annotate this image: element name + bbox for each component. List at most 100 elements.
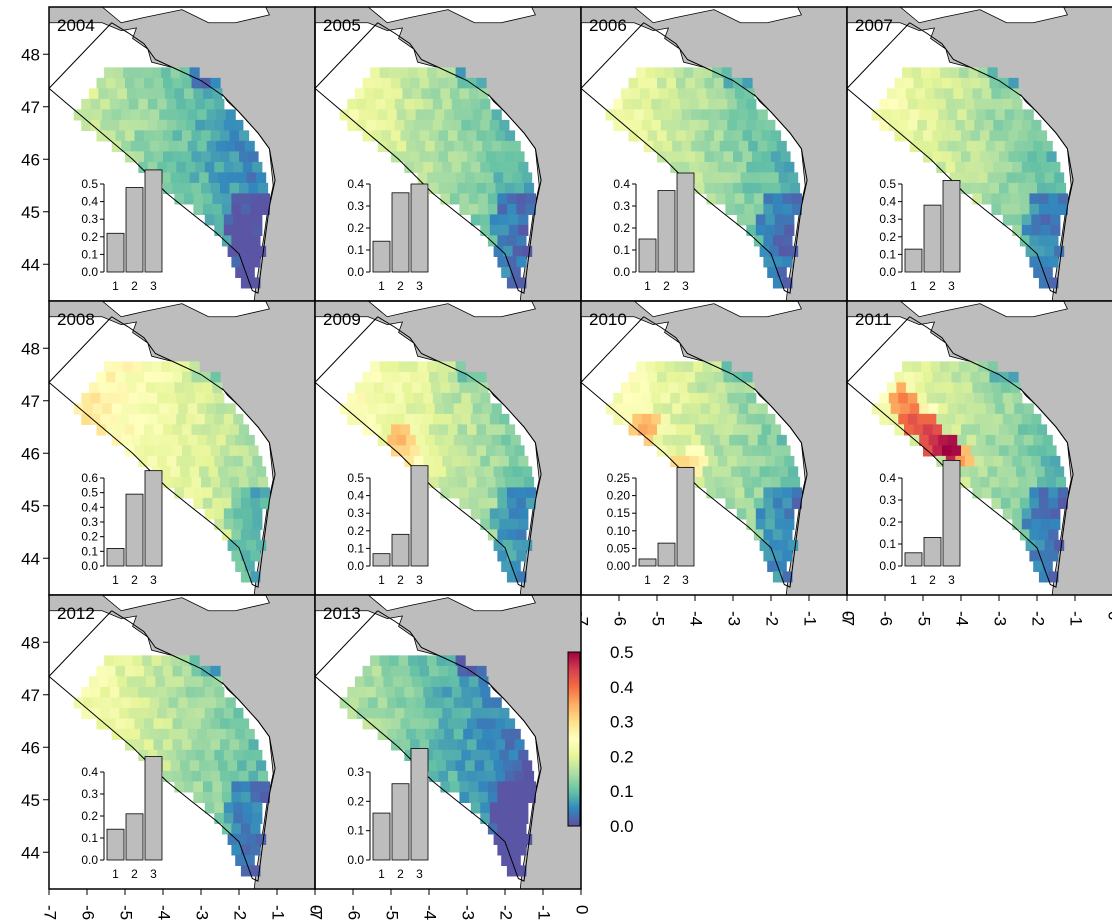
heatmap-cell	[788, 245, 799, 257]
heatmap-cell	[185, 686, 196, 698]
heatmap-cell	[525, 791, 536, 803]
heatmap-cell	[782, 235, 793, 247]
heatmap-cell	[767, 266, 778, 278]
heatmap-cell	[178, 697, 189, 709]
x-tick-label: -7	[839, 611, 858, 626]
panel-frame	[314, 594, 582, 890]
survey-stratum-outline	[315, 22, 542, 294]
heatmap-cell	[905, 382, 916, 394]
heatmap-cell	[938, 109, 949, 121]
heatmap-cell	[676, 77, 687, 89]
inset-bar	[106, 548, 125, 567]
heatmap-cell	[949, 67, 960, 79]
heatmap-cell	[121, 109, 132, 121]
heatmap-cell	[201, 476, 212, 488]
heatmap-cell	[1018, 445, 1029, 457]
heatmap-cell	[1031, 518, 1042, 530]
heatmap-cell	[362, 665, 373, 677]
panel-year-label: 2007	[855, 16, 893, 35]
heatmap-cell	[453, 109, 464, 121]
heatmap-cell	[693, 172, 704, 184]
heatmap-cell	[144, 151, 155, 163]
heatmap-cell	[398, 361, 409, 373]
heatmap-cell	[653, 403, 664, 415]
heatmap-cell	[997, 172, 1008, 184]
heatmap-cell	[463, 109, 474, 121]
heatmap-cell	[140, 728, 151, 740]
heatmap-cell	[738, 403, 749, 415]
heatmap-cell	[170, 361, 181, 373]
heatmap-cell	[185, 749, 196, 761]
heatmap-cell	[1029, 550, 1040, 562]
heatmap-cell	[191, 445, 202, 457]
heatmap-cell	[763, 193, 774, 205]
heatmap-cell	[505, 476, 516, 488]
heatmap-cell	[995, 140, 1006, 152]
land-mass	[315, 301, 581, 595]
heatmap-cell	[1048, 497, 1059, 509]
heatmap-cell	[964, 161, 975, 173]
heatmap-cell	[242, 161, 253, 173]
heatmap-cell	[981, 382, 992, 394]
inset-y-tick-label: 0.1	[81, 831, 98, 845]
heatmap-cell	[1025, 539, 1036, 551]
heatmap-cell	[372, 718, 383, 730]
heatmap-cell	[753, 497, 764, 509]
heatmap-cell	[81, 392, 92, 404]
heatmap-cell	[406, 697, 417, 709]
heatmap-cell	[700, 140, 711, 152]
heatmap-cell	[666, 77, 677, 89]
heatmap-cell	[73, 109, 84, 121]
heatmap-cell	[246, 833, 257, 845]
heatmap-cell	[649, 88, 660, 100]
heatmap-cell	[214, 392, 225, 404]
heatmap-cell	[771, 182, 782, 194]
heatmap-cell	[189, 466, 200, 478]
heatmap-cell	[784, 161, 795, 173]
heatmap-cell	[231, 781, 242, 793]
heatmap-cell	[204, 98, 215, 110]
heatmap-cell	[195, 392, 206, 404]
heatmap-cell	[681, 109, 692, 121]
heatmap-cell	[989, 424, 1000, 436]
heatmap-cell	[487, 529, 498, 541]
heatmap-cell	[239, 424, 250, 436]
heatmap-cell	[457, 718, 468, 730]
heatmap-cell	[1050, 508, 1061, 520]
heatmap-cell	[695, 371, 706, 383]
heatmap-cell	[183, 676, 194, 688]
heatmap-cell	[497, 844, 508, 856]
heatmap-cell	[487, 791, 498, 803]
heatmap-cell	[748, 140, 759, 152]
heatmap-cells	[871, 361, 1068, 583]
heatmap-cell	[126, 676, 137, 688]
heatmap-cell	[1046, 182, 1057, 194]
heatmap-cell	[662, 109, 673, 121]
heatmap-cell	[480, 224, 491, 236]
inset-x-tick-label: 2	[929, 279, 936, 293]
heatmap-cell	[744, 497, 755, 509]
inset-x-tick-label: 3	[416, 573, 423, 587]
y-tick-label: 44	[21, 843, 40, 862]
heatmap-cell	[391, 665, 402, 677]
heatmap-cell	[655, 361, 666, 373]
heatmap-cell	[239, 739, 250, 751]
heatmap-cell	[497, 256, 508, 268]
heatmap-cell	[1054, 245, 1065, 257]
heatmap-cell	[1048, 277, 1059, 289]
heatmap-cell	[999, 424, 1010, 436]
heatmap-cell	[364, 88, 375, 100]
heatmap-cell	[1023, 403, 1034, 415]
heatmap-cell	[147, 119, 158, 131]
heatmap-cell	[784, 508, 795, 520]
heatmap-cell	[155, 88, 166, 100]
heatmap-cell	[375, 707, 386, 719]
heatmap-cell	[744, 88, 755, 100]
heatmap-cell	[1038, 203, 1049, 215]
heatmap-cell	[98, 676, 109, 688]
heatmap-cell	[425, 697, 436, 709]
heatmap-cell	[107, 88, 118, 100]
heatmap-cell	[119, 686, 130, 698]
x-tick-label: -5	[117, 905, 136, 920]
heatmap-cell	[632, 413, 643, 425]
